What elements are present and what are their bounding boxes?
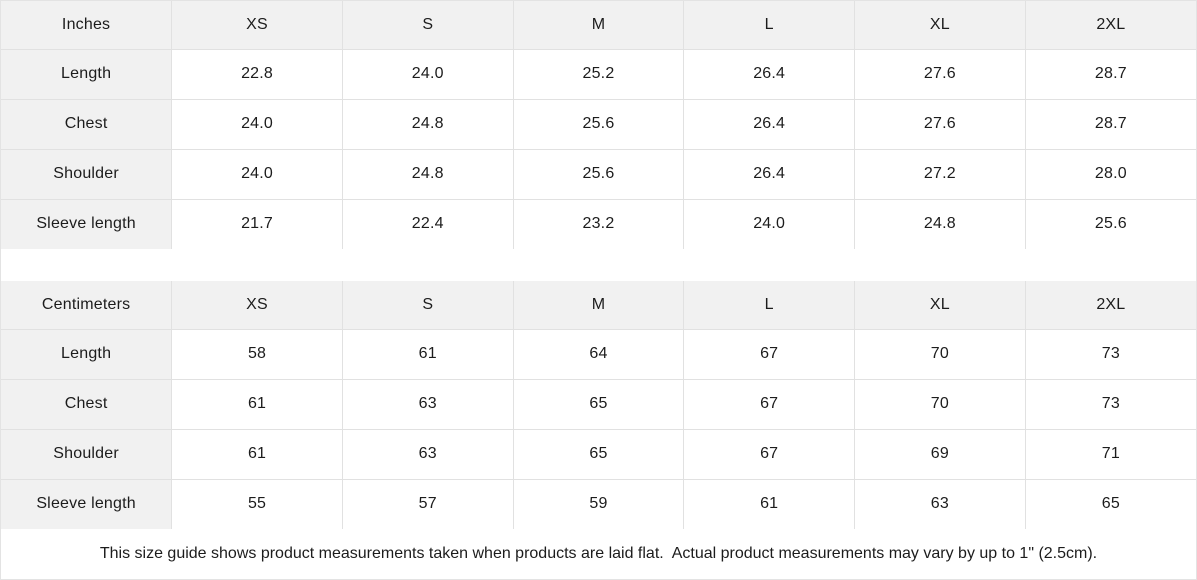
value-cell: 24.8: [341, 148, 514, 200]
value-cell: 67: [683, 378, 856, 430]
value-cell: 26.4: [683, 98, 856, 150]
measurement-row: Shoulder 24.0 24.8 25.6 26.4 27.2 28.0: [1, 148, 1196, 200]
value-cell: 26.4: [683, 148, 856, 200]
size-header-cell: XL: [854, 1, 1026, 50]
value-cell: 24.8: [341, 98, 514, 150]
size-header-cell: L: [683, 1, 856, 50]
value-cell: 24.0: [171, 98, 343, 150]
value-cell: 28.7: [1024, 48, 1196, 100]
measurement-row: Length 58 61 64 67 70 73: [1, 328, 1196, 380]
value-cell: 57: [341, 478, 514, 530]
size-header-cell: XS: [171, 1, 343, 50]
value-cell: 27.2: [854, 148, 1026, 200]
row-label-cell: Sleeve length: [1, 478, 173, 530]
value-cell: 26.4: [683, 48, 856, 100]
value-cell: 59: [512, 478, 685, 530]
value-cell: 22.8: [171, 48, 343, 100]
measurement-row: Sleeve length 21.7 22.4 23.2 24.0 24.8 25.6: [1, 198, 1196, 250]
value-cell: 61: [171, 428, 343, 480]
size-guide-note-text: This size guide shows product measuremen…: [99, 545, 1098, 562]
row-label-cell: Chest: [1, 98, 173, 150]
measurement-row: Length 22.8 24.0 25.2 26.4 27.6 28.7: [1, 48, 1196, 100]
size-header-row: Centimeters XS S M L XL 2XL: [1, 280, 1196, 330]
value-cell: 24.0: [171, 148, 343, 200]
row-label-cell: Shoulder: [1, 148, 173, 200]
value-cell: 25.6: [1024, 198, 1196, 250]
size-header-cell: 2XL: [1024, 280, 1196, 330]
size-guide-note: This size guide shows product measuremen…: [1, 529, 1196, 579]
row-label-cell: Length: [1, 328, 173, 380]
value-cell: 27.6: [854, 48, 1026, 100]
size-header-cell: XS: [171, 280, 343, 330]
row-label-cell: Shoulder: [1, 428, 173, 480]
size-header-cell: M: [512, 280, 685, 330]
value-cell: 63: [341, 428, 514, 480]
row-label-cell: Sleeve length: [1, 198, 173, 250]
value-cell: 25.6: [512, 98, 685, 150]
value-cell: 67: [683, 328, 856, 380]
value-cell: 23.2: [512, 198, 685, 250]
value-cell: 22.4: [341, 198, 514, 250]
value-cell: 71: [1024, 428, 1196, 480]
size-header-cell: S: [341, 280, 514, 330]
value-cell: 69: [854, 428, 1026, 480]
value-cell: 25.2: [512, 48, 685, 100]
row-label-cell: Chest: [1, 378, 173, 430]
value-cell: 65: [1024, 478, 1196, 530]
value-cell: 70: [854, 378, 1026, 430]
value-cell: 63: [341, 378, 514, 430]
unit-header-cell: Inches: [1, 1, 173, 50]
size-header-row: Inches XS S M L XL 2XL: [1, 1, 1196, 50]
value-cell: 65: [512, 378, 685, 430]
measurement-row: Shoulder 61 63 65 67 69 71: [1, 428, 1196, 480]
value-cell: 24.8: [854, 198, 1026, 250]
value-cell: 73: [1024, 328, 1196, 380]
value-cell: 24.0: [683, 198, 856, 250]
value-cell: 63: [854, 478, 1026, 530]
size-header-cell: 2XL: [1024, 1, 1196, 50]
row-label-cell: Length: [1, 48, 173, 100]
size-table-centimeters: Centimeters XS S M L XL 2XL Length 58 61 64 67 70 73 C…: [1, 280, 1196, 530]
value-cell: 65: [512, 428, 685, 480]
value-cell: 61: [341, 328, 514, 380]
value-cell: 21.7: [171, 198, 343, 250]
value-cell: 61: [683, 478, 856, 530]
size-header-cell: L: [683, 280, 856, 330]
value-cell: 24.0: [341, 48, 514, 100]
value-cell: 67: [683, 428, 856, 480]
value-cell: 58: [171, 328, 343, 380]
measurement-row: Sleeve length 55 57 59 61 63 65: [1, 478, 1196, 530]
value-cell: 73: [1024, 378, 1196, 430]
unit-header-cell: Centimeters: [1, 280, 173, 330]
measurement-row: Chest 61 63 65 67 70 73: [1, 378, 1196, 430]
value-cell: 28.7: [1024, 98, 1196, 150]
size-header-cell: M: [512, 1, 685, 50]
value-cell: 64: [512, 328, 685, 380]
size-header-cell: XL: [854, 280, 1026, 330]
value-cell: 27.6: [854, 98, 1026, 150]
table-spacer: [1, 249, 1196, 281]
size-table-inches: Inches XS S M L XL 2XL Length 22.8 24.0 25.2 26.4 27…: [1, 1, 1196, 250]
value-cell: 70: [854, 328, 1026, 380]
value-cell: 55: [171, 478, 343, 530]
size-header-cell: S: [341, 1, 514, 50]
measurement-row: Chest 24.0 24.8 25.6 26.4 27.6 28.7: [1, 98, 1196, 150]
value-cell: 61: [171, 378, 343, 430]
value-cell: 25.6: [512, 148, 685, 200]
value-cell: 28.0: [1024, 148, 1196, 200]
